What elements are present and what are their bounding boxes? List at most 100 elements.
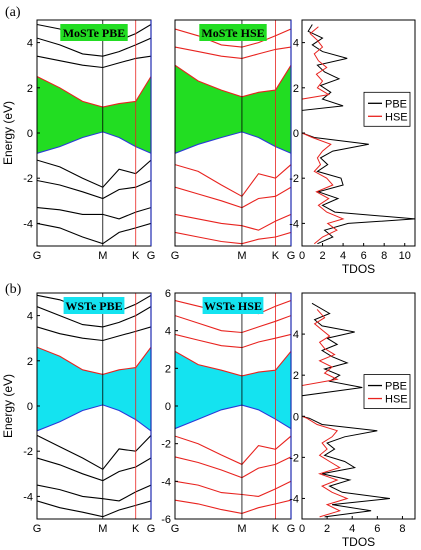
band-line-2 [37, 434, 151, 471]
kpoint-label: K [132, 523, 140, 535]
kpoint-label: M [98, 523, 107, 535]
kpoint-label: M [237, 523, 246, 535]
band-lines-group [175, 299, 291, 514]
y-tick-label: -6 [161, 514, 171, 526]
y-tick-label: -4 [161, 476, 171, 488]
panel-tag-b: (b) [5, 282, 22, 297]
band-line-5 [37, 500, 151, 518]
y-tick-label: -2 [289, 452, 299, 464]
y-tick-label: 4 [27, 38, 33, 50]
kpoint-label: G [33, 250, 42, 262]
dos-panel [301, 292, 416, 520]
legend-entry-pbe: PBE [385, 98, 407, 110]
band-panel [174, 19, 292, 247]
legend-entry-hse: HSE [385, 111, 408, 123]
band-line-5 [175, 499, 291, 514]
y-tick-label: -2 [23, 446, 33, 458]
band-line-7 [175, 315, 291, 334]
plot-frame [301, 292, 416, 520]
y-tick-label: 0 [293, 128, 299, 140]
kpoint-label: K [132, 250, 140, 262]
band-line-3 [37, 457, 151, 482]
band-panel [36, 19, 152, 247]
kpoint-label: M [98, 250, 107, 262]
y-tick-label: -2 [161, 439, 171, 451]
x-tick-label: 6 [361, 250, 367, 262]
y-axis-label: Energy (eV) [1, 374, 15, 438]
band-lines-group [37, 23, 151, 245]
band-line-2 [175, 435, 291, 466]
band-panel [174, 292, 292, 520]
legend-entry-pbe: PBE [385, 381, 407, 393]
y-tick-label: 2 [27, 83, 33, 95]
functional-label: MoSTe PBE [63, 26, 126, 40]
kpoint-label: M [237, 250, 246, 262]
band-line-5 [37, 222, 151, 245]
band-line-5 [175, 231, 291, 245]
y-tick-label: 4 [27, 311, 33, 323]
x-axis-label: TDOS [342, 535, 375, 549]
functional-label: WSTe HSE [204, 299, 262, 313]
y-tick-label: 0 [293, 411, 299, 423]
dos-line-pbe [301, 302, 390, 518]
y-tick-label: -4 [23, 218, 33, 230]
y-tick-label: 4 [293, 38, 299, 50]
x-tick-label: 8 [381, 250, 387, 262]
functional-label-box [202, 297, 264, 314]
functional-label: MoSTe HSE [201, 26, 264, 40]
kpoint-label: G [171, 250, 180, 262]
functional-label: WSTe PBE [65, 299, 122, 313]
functional-label-box [63, 297, 125, 314]
y-tick-label: 0 [27, 401, 33, 413]
band-line-2 [37, 159, 151, 188]
band-line-4 [37, 207, 151, 220]
legend-entry-hse: HSE [385, 394, 408, 406]
band-gap-fill [37, 347, 151, 431]
x-axis-label: TDOS [342, 262, 375, 276]
kpoint-label: G [147, 523, 156, 535]
band-line-6 [175, 333, 291, 349]
band-lines-group [175, 28, 291, 245]
x-tick-label: 0 [299, 250, 305, 262]
y-tick-label: -4 [23, 491, 33, 503]
kpoint-label: G [33, 523, 42, 535]
band-line-4 [37, 484, 151, 502]
y-tick-label: -4 [289, 493, 299, 505]
dos-line-pbe [301, 24, 416, 245]
x-tick-label: 4 [340, 250, 346, 262]
kpoint-label: G [147, 250, 156, 262]
y-tick-label: 4 [293, 329, 299, 341]
kpoint-label: G [287, 250, 296, 262]
x-tick-label: 2 [319, 250, 325, 262]
band-panel [36, 292, 152, 520]
band-line-4 [175, 480, 291, 497]
band-line-2 [175, 164, 291, 198]
kpoint-label: G [171, 523, 180, 535]
band-gap-fill [37, 76, 151, 154]
band-line-3 [175, 186, 291, 209]
kpoint-label: K [272, 523, 280, 535]
x-tick-label: 6 [374, 523, 380, 535]
y-tick-label: 0 [165, 401, 171, 413]
x-tick-label: 10 [399, 250, 411, 262]
y-axis-label: Energy (eV) [1, 101, 15, 165]
y-tick-label: 4 [165, 326, 171, 338]
functional-label-box [199, 24, 267, 41]
y-tick-label: 2 [293, 83, 299, 95]
panel-tag-a: (a) [5, 5, 21, 20]
band-gap-fill [175, 351, 291, 429]
legend-box [363, 374, 411, 409]
dos-line-hse [301, 26, 345, 245]
y-tick-label: 2 [293, 370, 299, 382]
dos-line-hse [301, 309, 349, 518]
dos-panel [301, 19, 416, 247]
band-line-6 [37, 326, 151, 342]
kpoint-label: G [287, 523, 296, 535]
x-tick-label: 4 [349, 523, 355, 535]
plot-frame [301, 19, 416, 247]
y-tick-label: 0 [27, 128, 33, 140]
x-tick-label: 8 [399, 523, 405, 535]
x-tick-label: 0 [299, 523, 305, 535]
